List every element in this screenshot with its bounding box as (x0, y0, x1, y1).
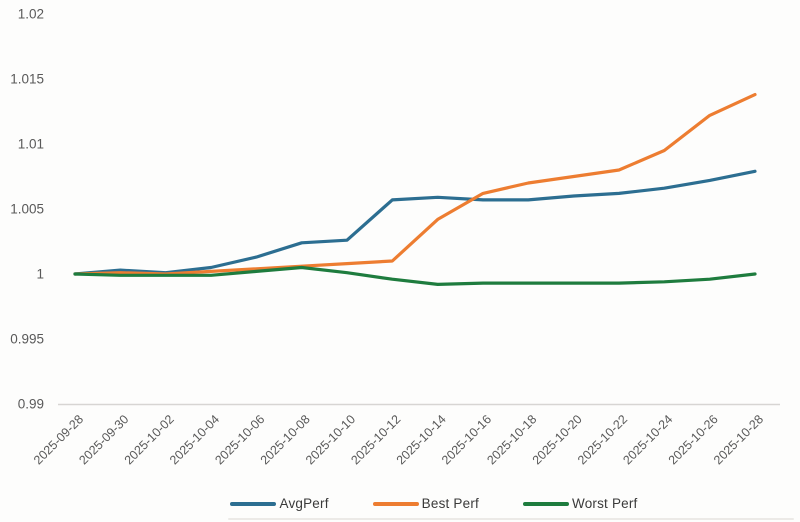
legend-swatch-worst-perf-icon (523, 501, 569, 506)
series-line-worst-perf (73, 265, 757, 286)
legend-item-best-perf[interactable]: Best Perf (372, 496, 479, 511)
x-tick-label: 2025-10-28 (711, 412, 766, 467)
legend-label-avg-perf: AvgPerf (279, 496, 329, 511)
y-tick-label: 1.02 (18, 7, 44, 22)
bottom-divider (228, 518, 794, 520)
legend-swatch-best-perf-icon (372, 501, 419, 506)
series-line-avgperf (73, 169, 757, 276)
y-tick-label: 1.005 (10, 202, 44, 217)
y-tick-label: 1.015 (10, 72, 44, 87)
legend-item-avg-perf[interactable]: AvgPerf (230, 496, 328, 511)
legend-label-worst-perf: Worst Perf (572, 496, 638, 511)
series-line-best-perf (73, 92, 757, 276)
legend-item-worst-perf[interactable]: Worst Perf (523, 496, 638, 511)
y-tick-label: 0.99 (18, 397, 44, 412)
legend-label-best-perf: Best Perf (421, 496, 479, 511)
y-tick-label: 1.01 (18, 137, 44, 152)
chart-legend: AvgPerf Best Perf Worst Perf (34, 496, 800, 511)
y-tick-label: 0.995 (10, 332, 44, 347)
y-tick-label: 1 (36, 267, 44, 282)
legend-swatch-avg-perf-icon (230, 501, 277, 506)
